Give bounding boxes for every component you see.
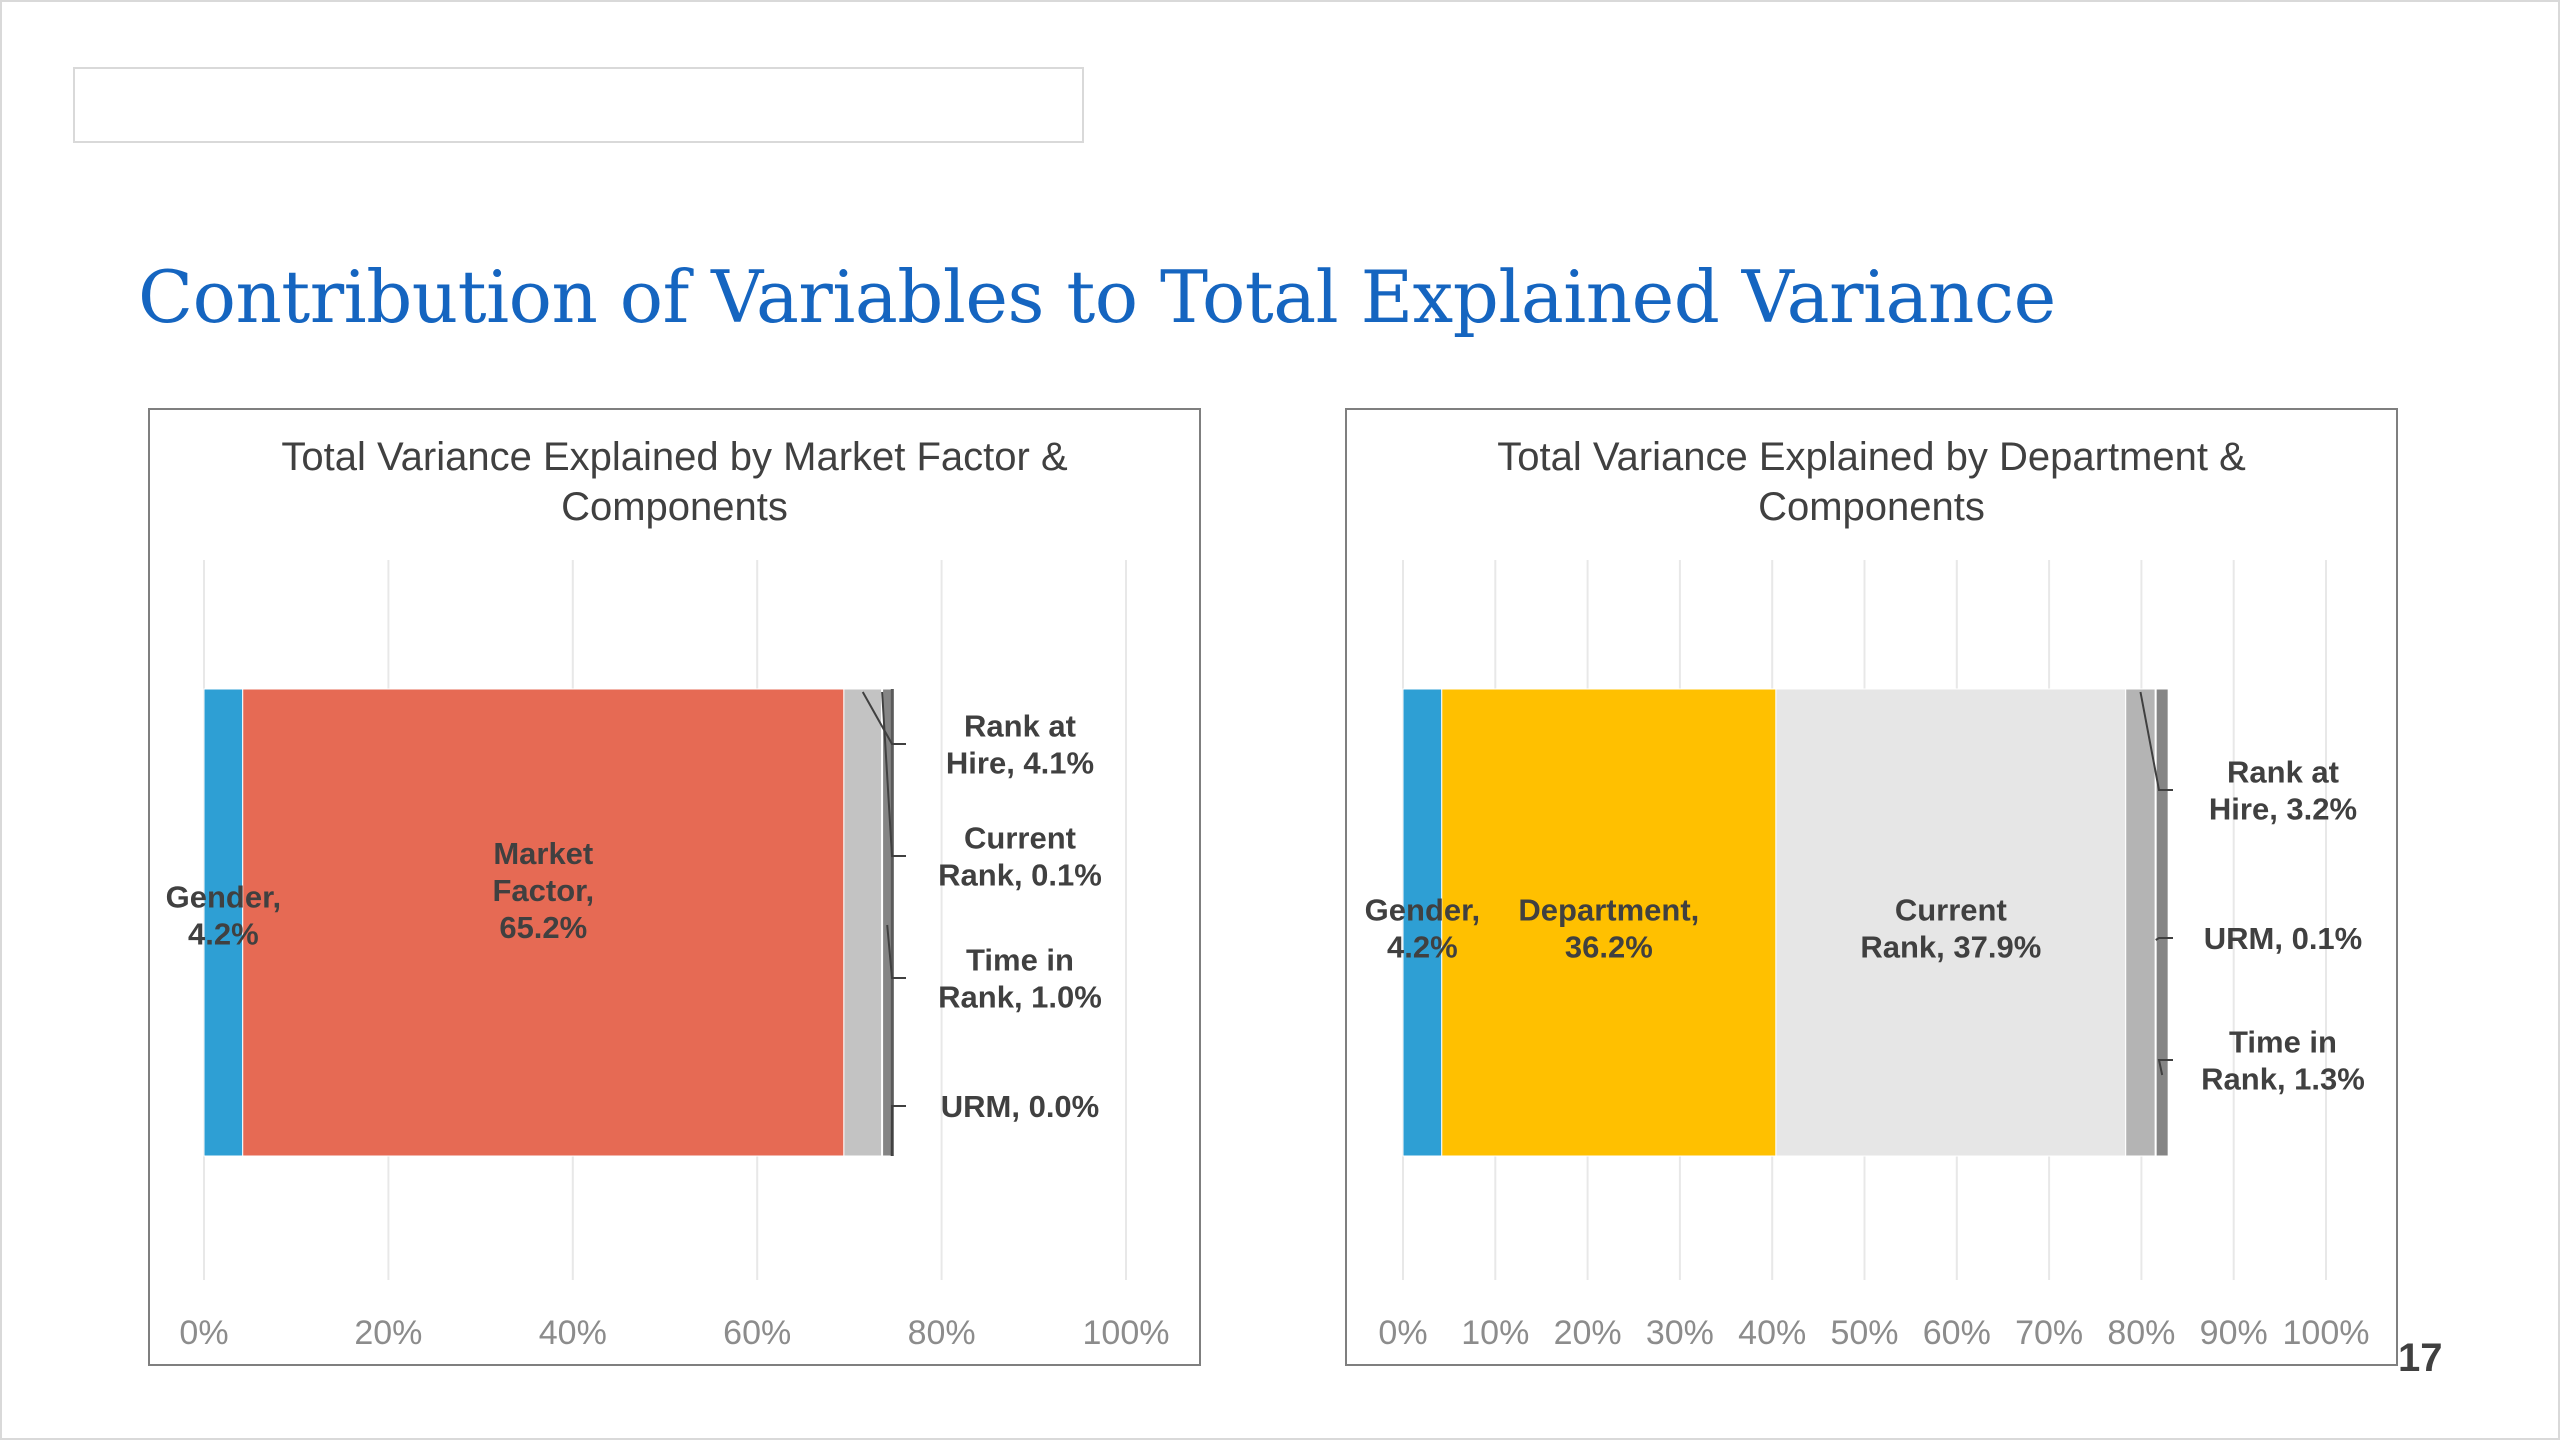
x-tick-label: 10%: [1461, 1314, 1529, 1352]
x-tick-label: 50%: [1830, 1314, 1898, 1352]
data-label-urm: URM, 0.0%: [941, 1089, 1099, 1124]
data-label-department: Department, 36.2%: [1518, 893, 1699, 965]
leader-line-time-in-rank: [2157, 1059, 2173, 1076]
x-tick-label: 20%: [1554, 1314, 1622, 1352]
leader-line-urm: [890, 1105, 906, 1157]
data-label-time-in-rank: Time in Rank, 1.3%: [2201, 1025, 2365, 1097]
page-title: Contribution of Variables to Total Expla…: [138, 255, 2056, 339]
leader-line-urm: [2155, 937, 2173, 941]
bar-segment-gender: [1402, 688, 1443, 1157]
x-tick-label: 20%: [354, 1314, 422, 1352]
x-tick-label: 80%: [2107, 1314, 2175, 1352]
data-label-urm: URM, 0.1%: [2204, 921, 2362, 956]
bar-segment-time-in-rank: [2155, 688, 2169, 1157]
x-tick-label: 100%: [2283, 1314, 2370, 1352]
x-tick-label: 40%: [539, 1314, 607, 1352]
chart-title: Total Variance Explained by Department &…: [1497, 435, 2246, 529]
x-tick-label: 60%: [1923, 1314, 1991, 1352]
data-label-gender: Gender, 4.2%: [1365, 893, 1480, 965]
x-tick-label: 60%: [723, 1314, 791, 1352]
chart-title: Total Variance Explained by Market Facto…: [281, 435, 1068, 529]
bar-segment-market-factor: [242, 688, 845, 1157]
bar-segment-urm-edge: [890, 689, 894, 1156]
bar-segment-rank-at-hire: [843, 688, 883, 1157]
bar-segment-rank-at-hire: [2125, 688, 2156, 1157]
x-tick-label: 70%: [2015, 1314, 2083, 1352]
x-tick-label: 30%: [1646, 1314, 1714, 1352]
x-tick-label: 90%: [2200, 1314, 2268, 1352]
header-placeholder-box: [73, 67, 1084, 143]
data-label-rank-at-hire: Rank at Hire, 3.2%: [2209, 755, 2357, 827]
bar-segment-time-in-rank: [882, 688, 893, 1157]
market-factor-chart-plot: 0% 20% 40% 60% 80% 100% Gender, 4.2% Market Facto…: [166, 560, 1170, 1352]
x-tick-label: 100%: [1083, 1314, 1170, 1352]
page-number: 17: [2398, 1336, 2443, 1380]
x-tick-label: 40%: [1738, 1314, 1806, 1352]
data-label-time-in-rank: Time in Rank, 1.0%: [938, 943, 1102, 1015]
department-chart-plot: 0% 10% 20% 30% 40% 50% 60% 70% 80% 90% 100% Gender,…: [1365, 560, 2370, 1352]
leader-line-rank-at-hire: [861, 691, 906, 745]
data-label-current-rank: Current Rank, 37.9%: [1860, 893, 2041, 965]
data-label-rank-at-hire: Rank at Hire, 4.1%: [946, 709, 1094, 781]
data-label-current-rank: Current Rank, 0.1%: [938, 821, 1102, 893]
data-label-market-factor: Market Factor, 65.2%: [492, 836, 594, 945]
leader-line-time-in-rank: [886, 924, 906, 979]
x-tick-label: 0%: [179, 1314, 228, 1352]
leader-line-rank-at-hire: [2139, 691, 2173, 791]
x-tick-label: 80%: [908, 1314, 976, 1352]
bar-segment-gender: [203, 688, 244, 1157]
leader-line-current-rank: [881, 691, 906, 857]
department-chart: Total Variance Explained by Department &…: [1345, 408, 2398, 1366]
bar-segment-current-rank: [1775, 688, 2127, 1157]
bar-segment-department: [1441, 688, 1777, 1157]
x-tick-label: 0%: [1378, 1314, 1427, 1352]
data-label-gender: Gender, 4.2%: [166, 880, 281, 952]
market-factor-chart: Total Variance Explained by Market Facto…: [148, 408, 1201, 1366]
